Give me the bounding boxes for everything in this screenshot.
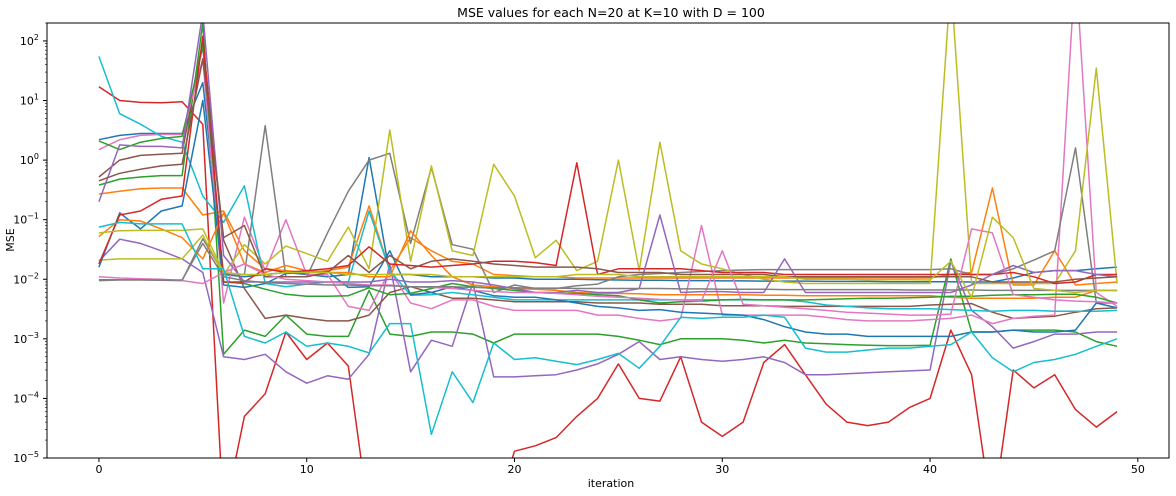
series-layer <box>98 23 1118 458</box>
series-line-9 <box>98 23 1118 285</box>
x-axis: 0 10 20 30 40 50 <box>95 458 1145 476</box>
y-tick-label: 10−3 <box>13 331 39 346</box>
series-line-18 <box>98 242 1118 292</box>
series-line-13 <box>98 45 1118 304</box>
series-line-17 <box>98 228 1118 316</box>
x-axis-label: iteration <box>588 477 634 490</box>
y-axis: 10−5 10−4 10−3 10−2 10−1 100 101 102 <box>13 22 47 465</box>
x-tick-label: 30 <box>715 463 729 476</box>
y-tick-label: 10−2 <box>13 271 39 286</box>
series-line-16 <box>98 58 1118 283</box>
y-tick-label: 101 <box>20 93 39 108</box>
plot-frame <box>46 22 1170 459</box>
series-line-5 <box>98 238 1118 384</box>
series-line-19 <box>98 216 1118 298</box>
y-tick-label: 10−5 <box>13 450 39 465</box>
y-tick-label: 102 <box>20 33 39 48</box>
series-line-20 <box>98 221 1118 436</box>
x-tick-label: 40 <box>923 463 937 476</box>
series-line-7 <box>98 23 1118 325</box>
chart-title: MSE values for each N=20 at K=10 with D … <box>457 5 765 20</box>
y-axis-label: MSE <box>4 228 17 251</box>
y-tick-label: 10−1 <box>13 212 39 227</box>
series-line-3 <box>98 23 1118 356</box>
series-line-6 <box>98 40 1118 322</box>
y-tick-label: 100 <box>20 152 39 167</box>
x-tick-label: 10 <box>300 463 314 476</box>
series-line-8 <box>98 124 1118 304</box>
x-tick-label: 50 <box>1131 463 1145 476</box>
x-tick-label: 20 <box>508 463 522 476</box>
y-tick-label: 10−4 <box>13 390 39 405</box>
series-line-14 <box>98 35 1118 285</box>
series-line-10 <box>98 56 1118 313</box>
x-tick-label: 0 <box>95 463 102 476</box>
series-line-4 <box>98 86 1118 458</box>
